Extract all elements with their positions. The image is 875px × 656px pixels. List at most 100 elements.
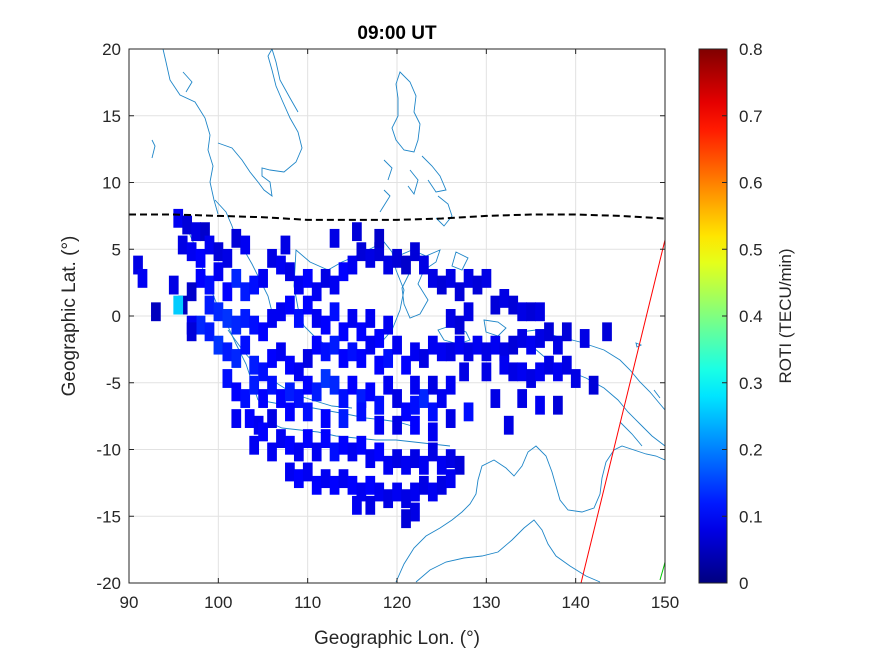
roti-cell <box>276 342 286 362</box>
roti-cell <box>445 268 456 288</box>
roti-cell <box>436 389 447 408</box>
roti-cell <box>133 255 143 275</box>
roti-cell <box>383 489 394 509</box>
roti-cell <box>231 228 242 248</box>
y-tick-label: 20 <box>102 40 121 59</box>
roti-cell <box>427 335 438 355</box>
roti-cell <box>293 309 304 328</box>
roti-cell <box>374 482 385 502</box>
roti-cell <box>383 455 394 475</box>
roti-cell <box>419 455 429 475</box>
y-tick-label: -15 <box>96 507 121 526</box>
y-tick-label: -10 <box>96 441 121 460</box>
roti-cell <box>472 335 483 355</box>
roti-cell <box>365 382 376 402</box>
roti-cell <box>293 389 304 408</box>
roti-cell <box>338 349 349 368</box>
roti-cell <box>410 449 420 469</box>
roti-cell <box>481 342 492 362</box>
colorbar-tick-label: 0.5 <box>739 240 763 259</box>
roti-cell <box>481 268 492 288</box>
roti-cell <box>508 335 519 355</box>
roti-cell <box>285 462 295 482</box>
roti-cell <box>240 335 251 355</box>
roti-cell <box>240 389 251 408</box>
roti-cell <box>186 242 197 262</box>
roti-cell <box>222 342 233 362</box>
roti-cell <box>503 415 514 435</box>
x-tick-label: 130 <box>472 593 500 612</box>
roti-cell <box>383 375 394 395</box>
roti-cell <box>419 389 429 408</box>
roti-cell <box>320 315 331 335</box>
colorbar-ticks: 0.8 0.7 0.6 0.5 0.4 0.3 0.2 0.1 0 <box>722 40 763 593</box>
roti-cell <box>459 362 469 382</box>
roti-cell <box>258 422 268 442</box>
roti-cell <box>410 482 420 502</box>
roti-cell <box>401 509 411 529</box>
roti-cell <box>320 469 331 489</box>
roti-cell <box>427 268 438 288</box>
roti-cell <box>329 275 340 295</box>
roti-cell <box>410 242 420 262</box>
roti-cell <box>374 329 385 348</box>
roti-cell <box>195 248 206 268</box>
roti-cell <box>579 329 590 348</box>
roti-cell <box>517 302 528 322</box>
roti-cell <box>311 282 322 302</box>
roti-cell <box>401 355 411 375</box>
roti-cell <box>490 335 501 355</box>
boundary-line <box>580 239 665 583</box>
roti-cell <box>276 302 286 322</box>
roti-cell <box>231 382 242 402</box>
roti-cell <box>445 449 456 469</box>
roti-cell <box>276 255 286 275</box>
roti-cell <box>231 409 242 428</box>
chart-title: 09:00 UT <box>357 23 437 44</box>
roti-cell <box>356 349 367 368</box>
roti-cell <box>383 255 394 275</box>
roti-cell <box>213 335 224 355</box>
roti-cell <box>338 389 349 408</box>
roti-cell <box>445 469 456 489</box>
roti-cell <box>436 455 447 475</box>
roti-cell <box>347 475 358 495</box>
roti-cell <box>302 375 313 395</box>
roti-cell <box>508 295 519 315</box>
roti-cell <box>374 242 385 262</box>
roti-cell <box>374 442 385 462</box>
y-tick-label: -20 <box>96 574 121 593</box>
roti-cell <box>526 369 536 388</box>
roti-cell <box>356 242 367 262</box>
roti-cell <box>293 442 304 462</box>
roti-cell <box>365 495 376 515</box>
roti-cell <box>222 282 233 302</box>
colorbar-label: ROTI (TECU/min) <box>776 248 795 383</box>
roti-cell <box>285 435 295 455</box>
roti-cell <box>352 222 362 242</box>
roti-cell <box>365 335 376 355</box>
roti-cell <box>535 362 545 382</box>
roti-cell <box>352 495 362 515</box>
roti-cell <box>267 248 277 268</box>
roti-cell <box>419 475 429 495</box>
roti-cell <box>553 335 563 355</box>
roti-cell <box>445 342 456 362</box>
roti-cell <box>191 222 201 242</box>
roti-cell <box>463 302 474 322</box>
roti-cell <box>168 275 179 295</box>
roti-cell <box>240 235 251 255</box>
roti-cell <box>347 255 358 275</box>
y-tick-label: 0 <box>112 307 121 326</box>
roti-cells <box>133 208 612 529</box>
roti-cell <box>561 355 572 375</box>
roti-cell <box>427 422 438 442</box>
colorbar-tick-label: 0.6 <box>739 174 763 193</box>
roti-cell <box>356 435 367 455</box>
roti-cell <box>320 409 331 428</box>
roti-cell <box>240 309 251 328</box>
roti-cell <box>535 302 545 322</box>
roti-cell <box>392 335 402 355</box>
roti-cell <box>302 402 313 422</box>
roti-cell <box>410 342 420 362</box>
